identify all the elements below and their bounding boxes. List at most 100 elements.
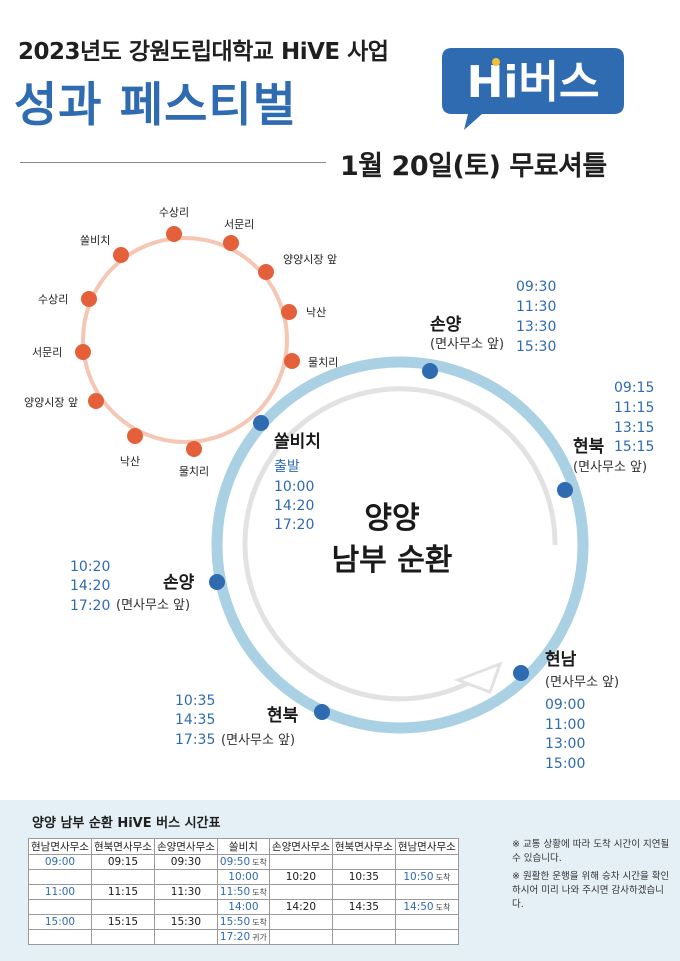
table-header: 손양면사무소 (153, 838, 218, 855)
loop-stop-dot (186, 441, 202, 457)
sonyang-left-name: 손양 (163, 573, 195, 593)
table-cell (90, 869, 155, 885)
svg-text:Hi버스: Hi버스 (467, 57, 600, 108)
hyeonnam-name: 현남 (545, 650, 577, 670)
table-cell: 11:00 (28, 884, 92, 900)
sonyang-top-name: 손양 (430, 315, 462, 335)
table-cell (394, 854, 459, 870)
sonyang-top-time: 15:30 (516, 339, 556, 355)
loop-stop-label: 양양시장 앞 (24, 396, 78, 409)
loop-stop-dot (166, 226, 182, 242)
table-cell (90, 899, 155, 915)
cell-time: 10:50 (403, 871, 434, 883)
loop-stop-dot (113, 247, 129, 263)
hibus-logo: Hi버스 (442, 48, 624, 130)
table-cell: 15:15 (90, 914, 155, 930)
table-cell (28, 869, 92, 885)
table-cell: 11:15 (90, 884, 155, 900)
sonyang-top-time: 13:30 (516, 319, 556, 335)
table-cell (394, 929, 459, 945)
table-cell: 14:00 (216, 899, 270, 915)
table-header: 손양면사무소 (268, 838, 333, 855)
sonyang-left-time: 14:20 (70, 578, 110, 594)
hyeonbuk-right-name: 현북 (573, 437, 605, 457)
table-cell (153, 929, 218, 945)
timetable-header-row: 현남면사무소 현북면사무소 손양면사무소 쏠비치 손양면사무소 현북면사무소 현… (28, 838, 459, 855)
table-cell: 15:30 (153, 914, 218, 930)
cell-time: 11:50 (219, 886, 251, 898)
table-cell (28, 899, 92, 915)
solbeach-time: 14:20 (274, 498, 314, 514)
loop-stop-dot (281, 304, 297, 320)
hyeonbuk-bottom-sub: (면사무소 앞) (221, 733, 295, 748)
stop-dot-solbeach (253, 415, 269, 431)
route-map: 수상리 서문리 양양시장 앞 낙산 물치리 물치리 낙산 양양시장 앞 서문리 … (24, 206, 654, 772)
table-cell: 10:00 (216, 869, 270, 885)
table-cell (331, 854, 396, 870)
stop-dot-hyeonbuk-right (557, 482, 573, 498)
loop-stop-dot (127, 428, 143, 444)
table-cell (268, 929, 333, 945)
hyeonbuk-bottom-time: 14:35 (175, 712, 215, 728)
table-row: 10:00 10:20 10:35 10:50 도착 (28, 869, 459, 885)
table-cell: 14:20 (268, 899, 333, 915)
table-row: 14:00 14:20 14:35 14:50 도착 (28, 899, 459, 915)
timetable: 현남면사무소 현북면사무소 손양면사무소 쏠비치 손양면사무소 현북면사무소 현… (28, 838, 459, 945)
table-cell (153, 899, 218, 915)
hyeonbuk-right-time: 09:15 (614, 380, 654, 396)
notice-2: ※ 원활한 운행을 위해 승차 시간을 확인하시어 미리 나와 주시면 감사하겠… (512, 871, 670, 910)
hyeonnam-time: 11:00 (545, 717, 585, 733)
sonyang-top-sub: (면사무소 앞) (430, 337, 504, 352)
table-cell (28, 929, 92, 945)
table-cell: 10:50 도착 (394, 869, 459, 885)
loop-stop-label: 물치리 (179, 465, 209, 478)
solbeach-name: 쏠비치 (274, 432, 321, 452)
hyeonnam-sub: (면사무소 앞) (545, 675, 619, 690)
loop-stop-dot (88, 393, 104, 409)
loop-stop-label: 서문리 (32, 346, 62, 359)
loop-stop-label: 낙산 (120, 455, 140, 468)
loop-route-line (81, 236, 289, 444)
sonyang-top-time: 11:30 (516, 299, 556, 315)
table-row: 09:00 09:15 09:30 09:50 도착 (28, 854, 459, 870)
hyeonbuk-right-time: 15:15 (614, 439, 654, 455)
table-cell: 15:50 도착 (216, 914, 270, 930)
hyeonbuk-bottom-time: 17:35 (175, 732, 215, 748)
route-name-line1: 양양 (364, 501, 419, 536)
table-cell: 09:00 (28, 854, 92, 870)
hyeonnam-time: 13:00 (545, 736, 585, 752)
timetable-title: 양양 남부 순환 HiVE 버스 시간표 (32, 816, 221, 831)
hyeonbuk-bottom-name: 현북 (267, 706, 299, 726)
sonyang-left-sub: (면사무소 앞) (116, 598, 190, 613)
table-cell: 09:30 (153, 854, 218, 870)
table-cell (394, 914, 459, 930)
table-cell (394, 884, 459, 900)
loop-stop-label: 수상리 (159, 206, 189, 219)
table-cell: 14:35 (331, 899, 396, 915)
hyeonbuk-right-time: 11:15 (614, 400, 654, 416)
loop-stop-dot (223, 235, 239, 251)
sonyang-left-time: 10:20 (70, 559, 110, 575)
notice-text: 원활한 운행을 위해 승차 시간을 확인하시어 미리 나와 주시면 감사하겠습니… (512, 871, 670, 910)
table-row: 17:20 귀가 (28, 929, 459, 945)
loop-stop-label: 쏠비치 (80, 234, 110, 247)
loop-stop-label: 낙산 (306, 306, 326, 319)
stop-dot-sonyang-left (209, 574, 225, 590)
hyeonnam-time: 09:00 (545, 697, 585, 713)
table-cell: 09:50 도착 (216, 854, 270, 870)
title-divider (20, 162, 326, 163)
loop-stop-dot (75, 344, 91, 360)
return-tag: 귀가 (252, 933, 267, 942)
direction-arrow-icon (453, 661, 503, 694)
solbeach-time: 17:20 (274, 517, 314, 533)
table-cell: 10:20 (268, 869, 333, 885)
loop-stop-label: 물치리 (308, 356, 338, 369)
table-cell: 10:35 (331, 869, 396, 885)
main-route-line (211, 356, 589, 734)
sonyang-top-time: 09:30 (516, 279, 556, 295)
event-subtitle: 2023년도 강원도립대학교 HiVE 사업 (18, 39, 389, 65)
table-header: 쏠비치 (216, 838, 270, 855)
direction-line (242, 386, 558, 702)
stop-dot-hyeonbuk-bottom (314, 704, 330, 720)
sonyang-left-time: 17:20 (70, 598, 110, 614)
